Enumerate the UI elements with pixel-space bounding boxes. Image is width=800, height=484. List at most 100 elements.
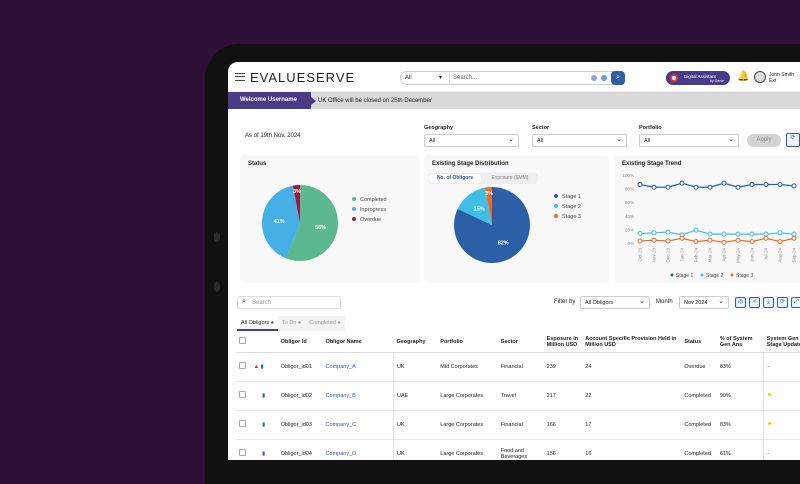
data-point[interactable]: [693, 184, 699, 190]
data-point[interactable]: [791, 231, 797, 237]
obligor-name-link[interactable]: Company_B: [325, 392, 356, 399]
tab-no-of-obligors[interactable]: No. of Obligors: [429, 174, 481, 183]
select-all-checkbox[interactable]: [239, 337, 246, 345]
sector-select[interactable]: All: [532, 134, 627, 147]
data-point[interactable]: [637, 238, 643, 244]
refresh-icon[interactable]: ⟳: [786, 133, 800, 147]
data-point[interactable]: [721, 239, 727, 245]
tab-completed[interactable]: Completed ●: [309, 320, 341, 326]
share-icon[interactable]: ≺: [749, 297, 760, 308]
data-point[interactable]: [707, 231, 713, 237]
filter-select[interactable]: All Obligors: [580, 296, 650, 309]
bell-icon[interactable]: 🔔: [737, 71, 750, 82]
data-point[interactable]: [791, 183, 797, 189]
legend-item[interactable]: Stage 2: [554, 202, 581, 212]
data-point[interactable]: [707, 184, 713, 190]
column-header[interactable]: Portfolio: [437, 332, 498, 353]
data-point[interactable]: [693, 239, 699, 245]
settings-icon[interactable]: [601, 75, 607, 81]
row-checkbox[interactable]: [239, 391, 246, 398]
pie-slice-overdue[interactable]: [292, 185, 300, 223]
column-header[interactable]: Account Specific Provision Held in Milli…: [582, 332, 682, 353]
target-icon[interactable]: ◎: [735, 297, 746, 308]
data-point[interactable]: [637, 182, 643, 188]
table-search[interactable]: ⌕ Search: [237, 296, 341, 309]
menu-icon[interactable]: [235, 73, 245, 81]
data-point[interactable]: [721, 231, 727, 237]
download-icon[interactable]: ⤓: [763, 297, 774, 308]
data-point[interactable]: [637, 230, 643, 236]
tab-to-do[interactable]: To Do ●: [281, 320, 302, 326]
column-header[interactable]: System Gen Stage Update: [763, 332, 800, 353]
pie-slice-completed[interactable]: [286, 185, 338, 261]
search-scope-select[interactable]: All: [405, 75, 412, 81]
voice-icon[interactable]: [591, 75, 597, 81]
pie-slice-inprogress[interactable]: [262, 185, 300, 259]
data-point[interactable]: [791, 235, 797, 241]
tab-exposure[interactable]: Exposure ($MM): [491, 175, 529, 181]
legend-item[interactable]: Stage 1: [554, 192, 581, 202]
data-point[interactable]: [721, 180, 727, 186]
table-row[interactable]: ▮ Obligor_id04 Company_D UK Large Corpor…: [236, 439, 800, 460]
data-point[interactable]: [651, 184, 657, 190]
legend-item[interactable]: Inprogress: [352, 205, 387, 215]
data-point[interactable]: [777, 182, 783, 188]
data-point[interactable]: [651, 230, 657, 236]
obligor-name-link[interactable]: Company_C: [325, 421, 357, 428]
legend-item[interactable]: Stage 3: [554, 212, 581, 222]
legend-label[interactable]: Stage 2: [706, 273, 723, 279]
search-icon[interactable]: ⌕: [611, 71, 625, 85]
search-input[interactable]: Search...: [453, 75, 478, 81]
digital-assistant-button[interactable]: Digital Assistant by Genie: [666, 71, 730, 85]
column-header[interactable]: Obligor Name: [322, 332, 394, 353]
data-point[interactable]: [749, 231, 755, 237]
legend-label[interactable]: Stage 1: [676, 273, 693, 279]
column-header[interactable]: Geography: [393, 332, 438, 353]
data-point[interactable]: [777, 230, 783, 236]
column-header[interactable]: % of System Gen Ans: [716, 332, 764, 353]
bookmark-icon[interactable]: ▮: [262, 450, 266, 457]
data-point[interactable]: [651, 237, 657, 243]
data-point[interactable]: [665, 229, 671, 235]
data-point[interactable]: [679, 235, 685, 241]
bookmark-icon[interactable]: ▮: [262, 421, 266, 428]
table-row[interactable]: ▲ ▮ Obligor_id01 Company_A UK Mid Corpor…: [236, 352, 800, 382]
expand-icon[interactable]: ⤢: [791, 297, 800, 308]
data-point[interactable]: [763, 231, 769, 237]
data-point[interactable]: [749, 239, 755, 245]
legend-item[interactable]: Overdue: [352, 215, 387, 225]
row-checkbox[interactable]: [239, 420, 246, 427]
data-point[interactable]: [763, 182, 769, 188]
row-checkbox[interactable]: [239, 362, 246, 369]
table-row[interactable]: ▮ Obligor_id02 Company_B UAE Large Corpo…: [236, 381, 800, 411]
geography-select[interactable]: All: [424, 134, 519, 147]
obligor-name-link[interactable]: Company_A: [325, 363, 356, 370]
data-point[interactable]: [763, 235, 769, 241]
row-checkbox[interactable]: [239, 449, 246, 456]
column-header[interactable]: Exposure in Million USD: [543, 332, 583, 353]
bookmark-icon[interactable]: ▮: [260, 363, 264, 370]
data-point[interactable]: [707, 237, 713, 243]
legend-item[interactable]: Completed: [352, 195, 387, 205]
data-point[interactable]: [693, 227, 699, 233]
data-point[interactable]: [735, 184, 741, 190]
pie-slice-stage-2[interactable]: [457, 187, 492, 225]
bookmark-icon[interactable]: ▮: [262, 392, 266, 399]
pie-slice-stage-3[interactable]: [484, 187, 492, 225]
portfolio-select[interactable]: All: [639, 134, 739, 147]
data-point[interactable]: [665, 238, 671, 244]
data-point[interactable]: [749, 182, 755, 188]
table-search-input[interactable]: Search: [252, 300, 272, 306]
month-picker[interactable]: Nov 2024: [679, 296, 729, 309]
column-header[interactable]: Obligor Id: [277, 332, 323, 353]
column-header[interactable]: Sector: [497, 332, 544, 353]
data-point[interactable]: [665, 184, 671, 190]
tab-all-obligors[interactable]: All Obligors ●: [237, 316, 278, 331]
data-point[interactable]: [735, 231, 741, 237]
data-point[interactable]: [735, 237, 741, 243]
table-row[interactable]: ▮ Obligor_id03 Company_C UK Large Corpor…: [236, 410, 800, 440]
obligor-name-link[interactable]: Company_D: [325, 450, 357, 457]
data-point[interactable]: [777, 239, 783, 245]
data-point[interactable]: [679, 180, 685, 186]
legend-label[interactable]: Stage 3: [736, 273, 753, 279]
